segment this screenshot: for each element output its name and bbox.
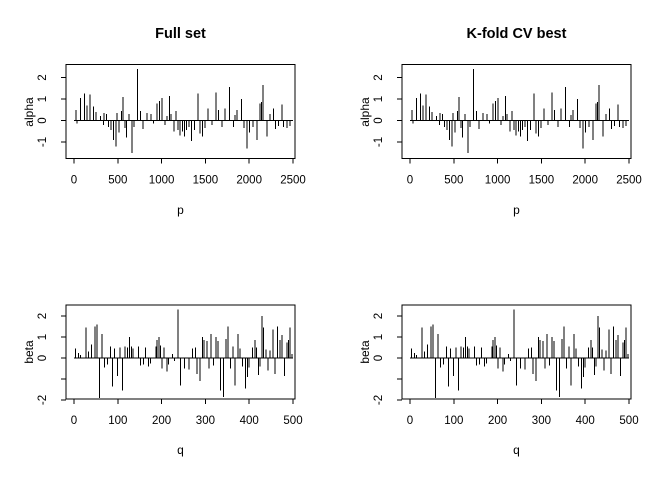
- x-tick-label: 0: [407, 415, 413, 427]
- plot-area: 0 100 200 300 400 500 -2 0 1 2: [37, 304, 303, 427]
- y-tick-label: 1: [373, 96, 385, 102]
- x-tick-label: 0: [71, 175, 77, 187]
- y-tick-label: 0: [37, 117, 49, 123]
- y-tick-label: 1: [373, 334, 385, 340]
- x-tick-label: 200: [152, 415, 171, 427]
- plot-area: 0 500 1000 1500 2000 2500 -1 0 1 2: [373, 64, 642, 187]
- y-tick-label: 1: [37, 334, 49, 340]
- x-axis-label: p: [177, 203, 184, 217]
- plot-area: 0 500 1000 1500 2000 2500 -1 0 1 2: [37, 64, 306, 187]
- y-axis-label: alpha: [358, 97, 372, 127]
- y-tick-label: 2: [37, 313, 49, 319]
- x-tick-label: 1500: [529, 175, 555, 187]
- spikes: [411, 68, 627, 153]
- plot-title: K-fold CV best: [467, 26, 567, 42]
- x-tick-label: 1500: [193, 175, 219, 187]
- plot-box: [65, 304, 296, 400]
- plot-bottom-left: beta q 0 100 200 300 400 500 -2 0 1 2: [22, 304, 303, 457]
- y-tick-label: 0: [373, 117, 385, 123]
- y-tick-label: 0: [373, 355, 385, 361]
- x-tick-label: 300: [196, 415, 215, 427]
- y-tick-label: 1: [37, 96, 49, 102]
- plot-box: [65, 64, 296, 159]
- x-tick-label: 0: [407, 175, 413, 187]
- x-tick-label: 2500: [280, 175, 306, 187]
- y-axis-label: alpha: [22, 97, 36, 127]
- x-axis-label: q: [513, 443, 520, 457]
- spikes: [75, 68, 291, 153]
- y-tick-label: -1: [37, 137, 49, 147]
- y-axis-label: beta: [22, 340, 36, 364]
- x-tick-label: 500: [283, 415, 302, 427]
- plot-area: 0 100 200 300 400 500 -2 0 1 2: [373, 304, 639, 427]
- y-tick-label: -1: [373, 137, 385, 147]
- y-tick-label: 2: [373, 74, 385, 80]
- x-tick-label: 300: [532, 415, 551, 427]
- x-tick-label: 400: [576, 415, 595, 427]
- plot-title: Full set: [155, 26, 206, 42]
- x-tick-label: 1000: [485, 175, 511, 187]
- y-tick-label: 0: [37, 355, 49, 361]
- y-tick-label: -2: [373, 395, 385, 405]
- x-tick-label: 2000: [236, 175, 262, 187]
- x-axis-label: p: [513, 203, 520, 217]
- x-tick-label: 500: [444, 175, 463, 187]
- panel-bottom-right: beta q 0 100 200 300 400 500 -2 0 1 2: [336, 240, 672, 480]
- x-tick-label: 2000: [572, 175, 598, 187]
- x-tick-label: 100: [108, 415, 127, 427]
- x-tick-label: 400: [240, 415, 259, 427]
- plot-box: [401, 64, 632, 159]
- plot-top-right: K-fold CV best alpha p 0 500 1000 1500 2000 2…: [358, 26, 642, 217]
- x-tick-label: 100: [444, 415, 463, 427]
- panel-bottom-left: beta q 0 100 200 300 400 500 -2 0 1 2: [0, 240, 336, 480]
- x-axis-label: q: [177, 443, 184, 457]
- x-tick-label: 500: [619, 415, 638, 427]
- y-tick-label: -2: [37, 395, 49, 405]
- plot-top-left: Full set alpha p 0 500 1000 1500 2000 2500-10…: [22, 26, 306, 217]
- x-tick-label: 2500: [616, 175, 642, 187]
- panel-top-right: K-fold CV best alpha p 0 500 1000 1500 2000 2…: [336, 0, 672, 240]
- x-tick-label: 0: [71, 415, 77, 427]
- spikes: [74, 309, 293, 398]
- x-tick-label: 200: [488, 415, 507, 427]
- x-tick-label: 1000: [149, 175, 175, 187]
- panel-top-left: Full set alpha p 0 500 1000 1500 2000 2500 -1 0…: [0, 0, 336, 240]
- spikes: [410, 309, 629, 398]
- plot-bottom-right: beta q 0 100 200 300 400 500 -2 0 1 2: [358, 304, 639, 457]
- y-tick-label: 2: [373, 313, 385, 319]
- y-tick-label: 2: [37, 74, 49, 80]
- y-axis-label: beta: [358, 340, 372, 364]
- x-tick-label: 500: [108, 175, 127, 187]
- plot-box: [401, 304, 632, 400]
